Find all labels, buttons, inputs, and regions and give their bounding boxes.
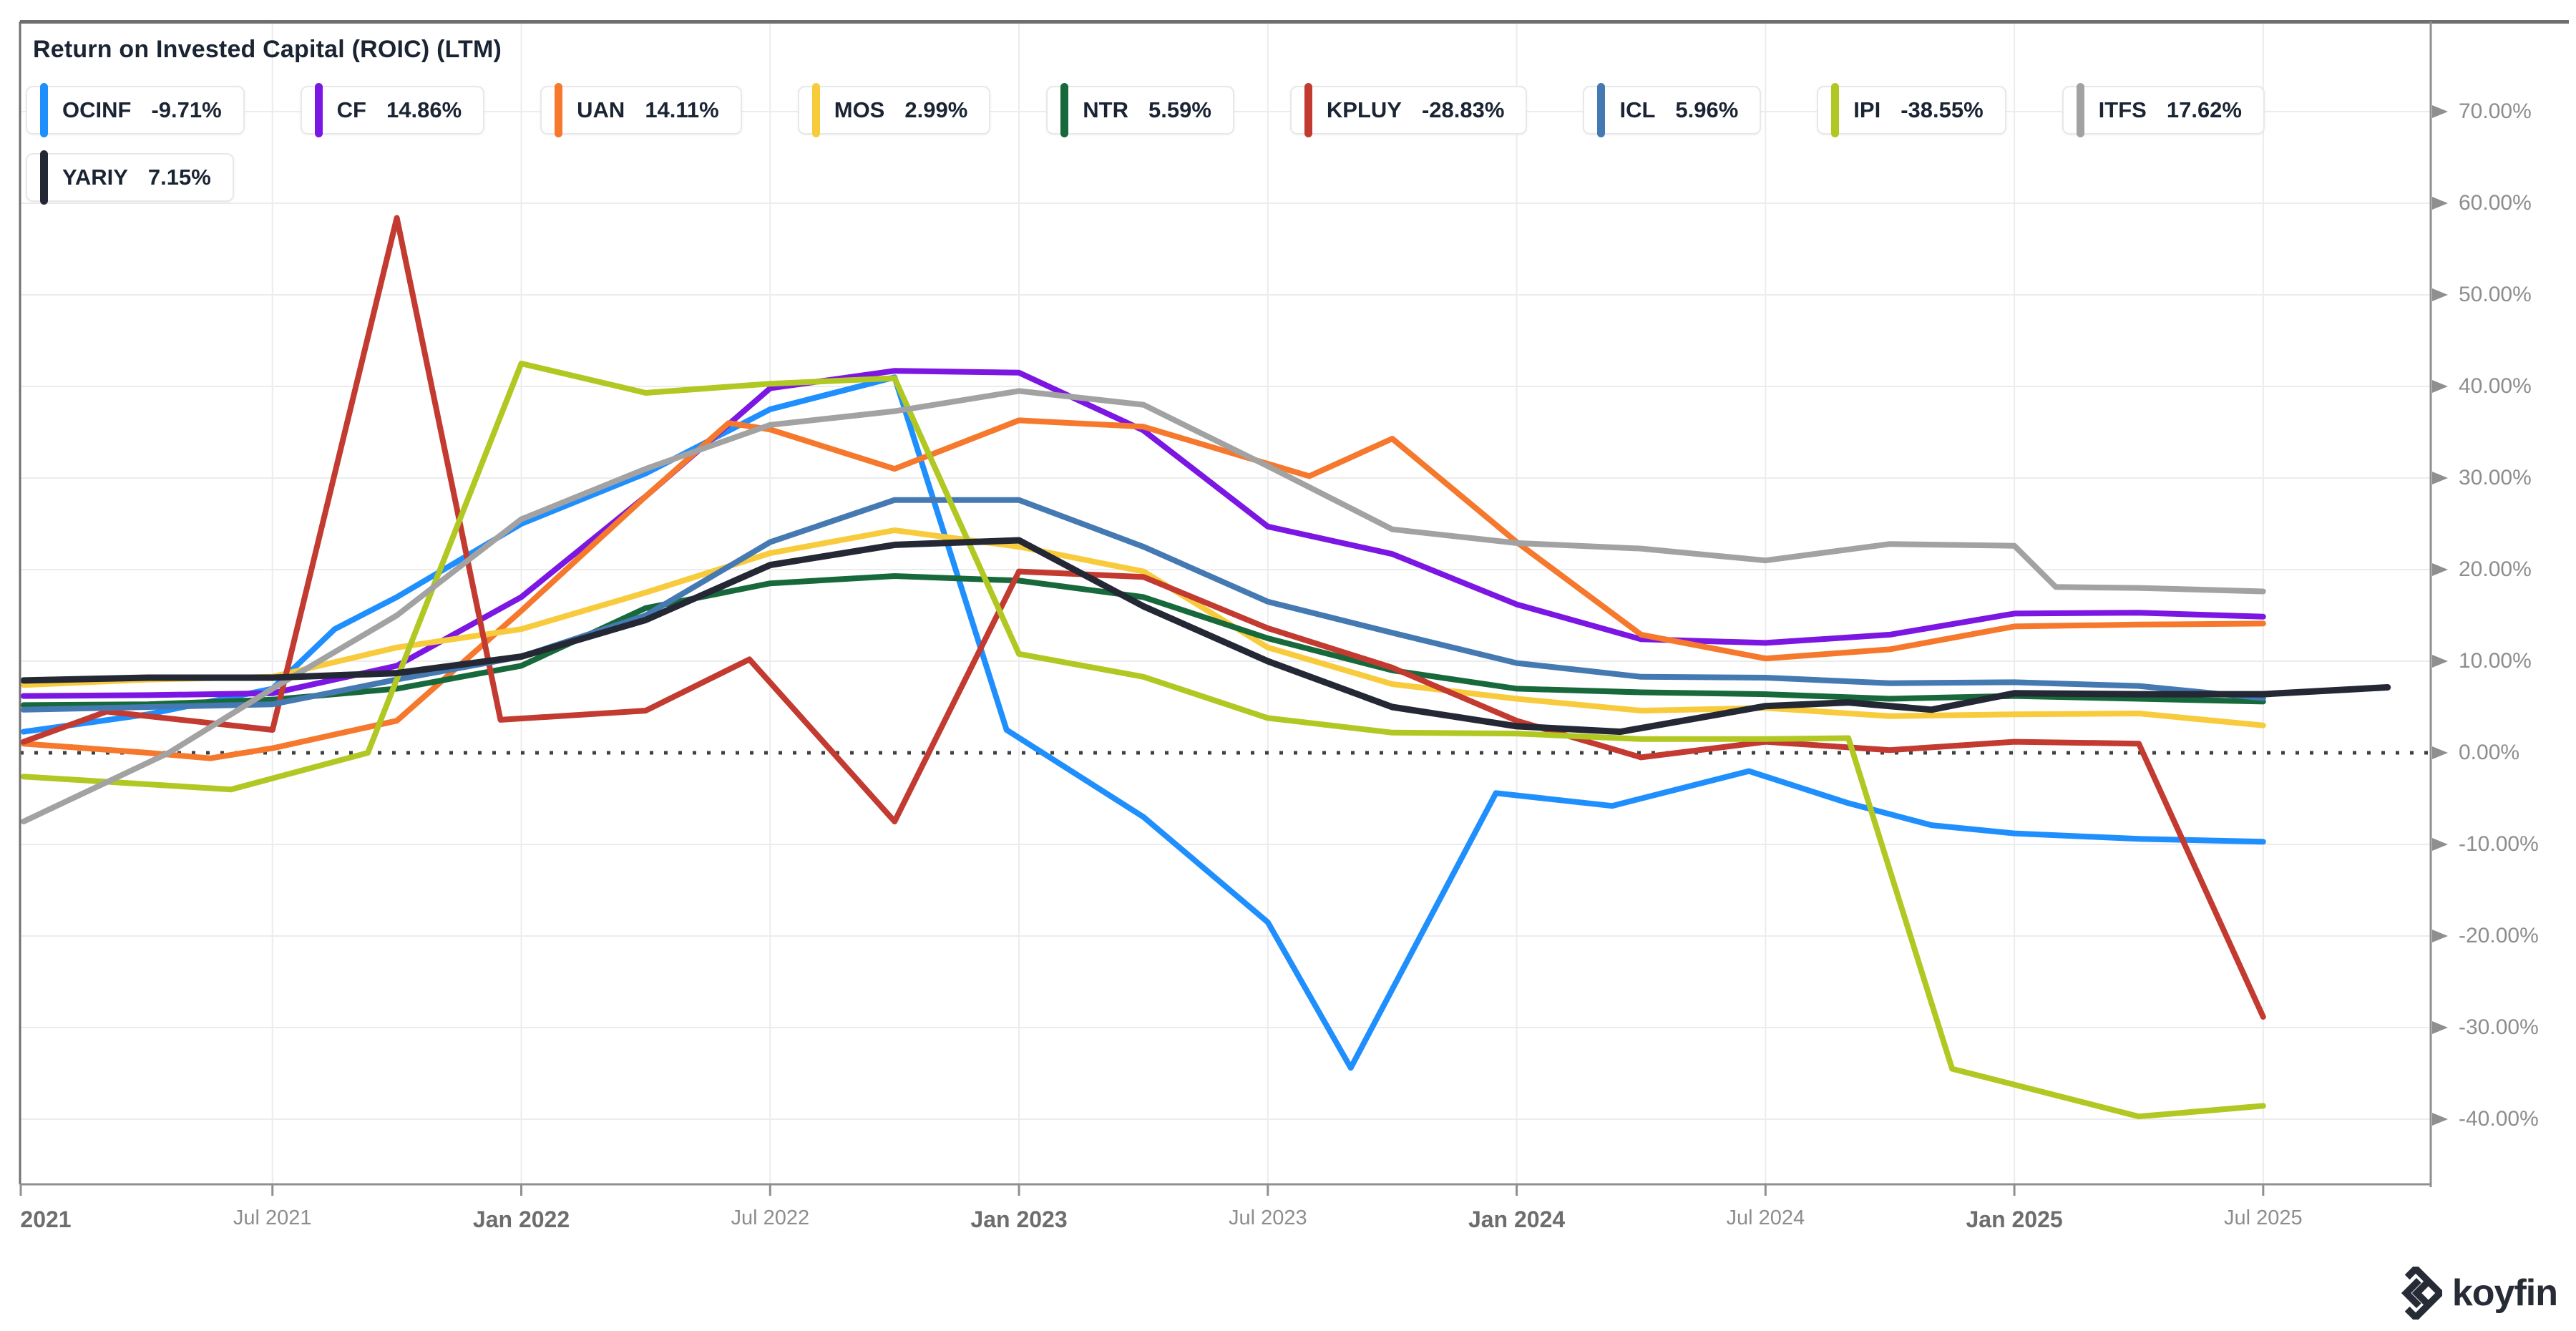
y-axis-label: 60.00% (2459, 191, 2532, 215)
y-tick-arrow (2432, 838, 2448, 851)
legend-pill-NTR[interactable]: NTR 5.59% (1046, 83, 1234, 137)
legend-value: -28.83% (1421, 97, 1505, 122)
series-line-UAN[interactable] (21, 417, 2266, 761)
koyfin-logo-text: koyfin (2451, 1272, 2558, 1314)
x-axis-label: Jan 2023 (970, 1206, 1068, 1232)
legend-pill-OCINF[interactable]: OCINF -9.71% (26, 83, 245, 137)
x-axis-label: Jan 2025 (1966, 1206, 2063, 1232)
y-tick-arrow (2432, 746, 2448, 759)
series-line-MOS[interactable] (21, 527, 2266, 728)
legend-ticker: NTR (1083, 97, 1128, 122)
x-axis-label: Jan 2024 (1468, 1206, 1566, 1232)
legend-color-bar (811, 83, 820, 137)
x-axis-label: Jan 2022 (472, 1206, 570, 1232)
y-axis-label: -20.00% (2459, 924, 2539, 947)
legend-pill-UAN[interactable]: UAN 14.11% (540, 83, 742, 137)
frame-top-border (20, 20, 2569, 24)
legend-pill-IPI[interactable]: IPI -38.55% (1817, 83, 2006, 137)
legend-ticker: KPLUY (1326, 97, 1402, 122)
legend-color-bar (1597, 83, 1606, 137)
x-axis-label: Jul 2024 (1726, 1206, 1805, 1229)
legend-color-bar (1831, 83, 1840, 137)
legend-ticker: ITFS (2098, 97, 2147, 122)
y-tick-arrow (2432, 472, 2448, 484)
y-tick-arrow (2432, 1113, 2448, 1126)
series-line-YARIY[interactable] (20, 537, 2391, 736)
legend-color-bar (1304, 83, 1312, 137)
y-axis-label: 40.00% (2459, 374, 2532, 398)
y-tick-arrow (2432, 197, 2448, 210)
legend-value: 14.11% (645, 97, 719, 122)
legend-ticker: ICL (1619, 97, 1656, 122)
legend-ticker: UAN (577, 97, 625, 122)
y-axis-label: 20.00% (2459, 557, 2532, 581)
legend-pill-CF[interactable]: CF 14.86% (300, 83, 485, 137)
x-axis-label: Jul 2021 (233, 1206, 312, 1229)
legend-ticker: IPI (1853, 97, 1881, 122)
legend-value: 5.96% (1675, 97, 1739, 122)
y-axis-label: 50.00% (2459, 283, 2532, 306)
x-axis-label: Jul 2025 (2224, 1206, 2303, 1229)
chart-title: Return on Invested Capital (ROIC) (LTM) (33, 36, 502, 63)
series-line-KPLUY[interactable] (21, 215, 2266, 1020)
y-tick-arrow (2432, 930, 2448, 942)
legend-pill-YARIY[interactable]: YARIY 7.15% (26, 150, 234, 205)
x-axis-label: Jul 2022 (731, 1206, 810, 1229)
x-axis-label: Jul 2023 (1228, 1206, 1307, 1229)
x-axis-label: 2021 (20, 1206, 72, 1232)
y-tick-arrow (2432, 380, 2448, 393)
legend-color-bar (555, 83, 563, 137)
legend-value: 7.15% (147, 165, 211, 190)
legend-value: 2.99% (904, 97, 968, 122)
series-line-NTR[interactable] (21, 573, 2266, 708)
legend-ticker: CF (336, 97, 366, 122)
koyfin-logo-icon (2401, 1267, 2442, 1320)
legend-color-bar (1060, 83, 1069, 137)
y-tick-arrow (2432, 288, 2448, 301)
y-tick-arrow (2432, 1021, 2448, 1034)
legend-value: 17.62% (2166, 97, 2242, 122)
legend-row-2: YARIY 7.15% (26, 150, 2559, 205)
legend-color-bar (40, 150, 48, 205)
y-tick-arrow (2432, 655, 2448, 668)
legend-value: 14.86% (386, 97, 462, 122)
legend-ticker: OCINF (62, 97, 132, 122)
y-axis-label: -10.00% (2459, 832, 2539, 856)
legend-color-bar (2076, 83, 2084, 137)
series-line-CF[interactable] (21, 368, 2266, 699)
legend-value: -38.55% (1901, 97, 1984, 122)
legend-pill-KPLUY[interactable]: KPLUY -28.83% (1289, 83, 1528, 137)
y-axis-label: -30.00% (2459, 1015, 2539, 1039)
y-axis-label: 30.00% (2459, 466, 2532, 489)
legend: OCINF -9.71% CF 14.86% UAN 14.11% MOS 2.99% NTR 5… (26, 83, 2559, 205)
legend-value: -9.71% (151, 97, 222, 122)
series-line-IPI[interactable] (21, 361, 2266, 1120)
y-axis-label: 0.00% (2459, 741, 2520, 764)
series-line-ITFS[interactable] (21, 388, 2266, 824)
legend-row-1: OCINF -9.71% CF 14.86% UAN 14.11% MOS 2.99% NTR 5… (26, 83, 2559, 137)
legend-color-bar (314, 83, 323, 137)
y-tick-arrow (2432, 563, 2448, 576)
series-line-OCINF[interactable] (21, 374, 2266, 1071)
y-axis-label: 10.00% (2459, 649, 2532, 673)
legend-color-bar (40, 83, 48, 137)
legend-value: 5.59% (1148, 97, 1211, 122)
legend-ticker: MOS (834, 97, 885, 122)
legend-pill-ITFS[interactable]: ITFS 17.62% (2062, 83, 2265, 137)
y-tick-arrow (2432, 105, 2448, 118)
y-axis-label: -40.00% (2459, 1107, 2539, 1131)
legend-ticker: YARIY (62, 165, 128, 190)
legend-pill-ICL[interactable]: ICL 5.96% (1583, 83, 1762, 137)
koyfin-logo[interactable]: koyfin (2389, 1267, 2558, 1320)
y-axis-label: 70.00% (2459, 99, 2532, 123)
legend-pill-MOS[interactable]: MOS 2.99% (797, 83, 991, 137)
